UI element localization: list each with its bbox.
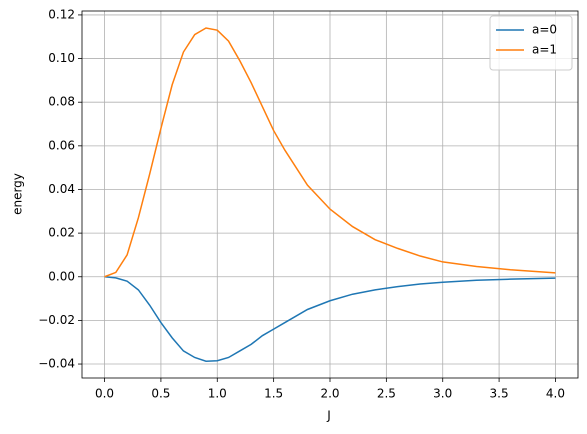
legend-label: a=0 xyxy=(532,23,557,37)
x-tick-label: 3.0 xyxy=(433,387,452,401)
y-tick-label: 0.02 xyxy=(48,226,75,240)
legend-box xyxy=(489,15,573,71)
y-tick-label: 0.06 xyxy=(48,138,75,152)
y-axis-label: energy xyxy=(11,173,25,215)
x-tick-label: 2.5 xyxy=(377,387,396,401)
y-tick-label: 0.08 xyxy=(48,95,75,109)
x-tick-label: 0.5 xyxy=(151,387,170,401)
x-tick-label: 1.0 xyxy=(208,387,227,401)
line-series xyxy=(104,27,556,278)
x-tick-label: 4.0 xyxy=(546,387,565,401)
x-axis-label: J xyxy=(326,409,331,423)
x-tick-label: 2.0 xyxy=(320,387,339,401)
y-tick-label: 0.12 xyxy=(48,7,75,21)
y-tick-label: 0.04 xyxy=(48,182,75,196)
x-tick-label: 0.0 xyxy=(95,387,114,401)
y-tick-label: −0.02 xyxy=(38,313,75,327)
x-tick-label: 3.5 xyxy=(490,387,509,401)
y-tick-label: 0.10 xyxy=(48,51,75,65)
y-tick-label: −0.04 xyxy=(38,357,75,371)
plot-frame xyxy=(81,10,579,379)
x-tick-label: 1.5 xyxy=(264,387,283,401)
line-series xyxy=(104,276,556,362)
y-tick-label: 0.00 xyxy=(48,269,75,283)
legend-label: a=1 xyxy=(532,43,557,57)
